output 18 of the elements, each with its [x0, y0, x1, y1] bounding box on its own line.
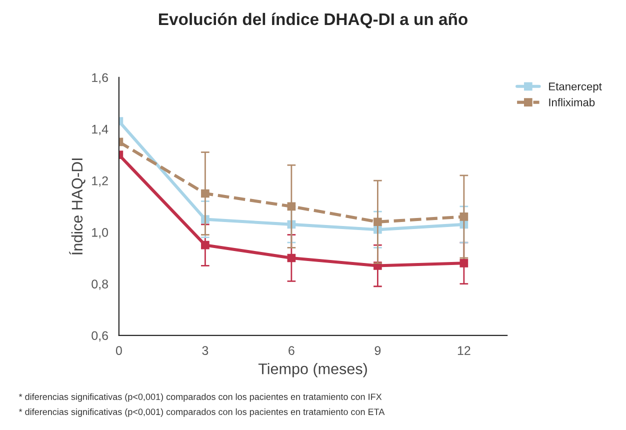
y-tick-label: 1,6: [92, 73, 108, 84]
text: * diferencias significativas (p<0,001) comparados con los pacientes en tratamiento con IFX: [18, 393, 382, 402]
chart-title: Evolución del índice DHAQ-DI a un año: [159, 12, 468, 28]
x-tick-label: 12: [458, 346, 470, 355]
x-axis-title: Tiempo (meses): [258, 363, 367, 378]
legend-label: Infliximab: [549, 98, 595, 106]
y-axis-title: Índice HAQ-DI: [69, 158, 86, 255]
legend-label: Etanercept: [549, 82, 602, 93]
y-tick-label: 0,6: [92, 331, 108, 342]
x-tick-label: 6: [288, 346, 294, 355]
y-tick-label: 1,0: [92, 228, 108, 238]
x-tick-label: 9: [374, 346, 381, 355]
text: * diferencias significativas (p<0,001) comparados con los pacientes en tratamiento con ETA: [18, 408, 385, 417]
y-tick-label: 1,4: [92, 124, 108, 136]
y-tick-label: 0,8: [92, 280, 108, 290]
x-tick-label: 0: [116, 346, 122, 355]
x-tick-label: 3: [202, 346, 208, 355]
y-tick-label: 1,2: [92, 176, 108, 187]
